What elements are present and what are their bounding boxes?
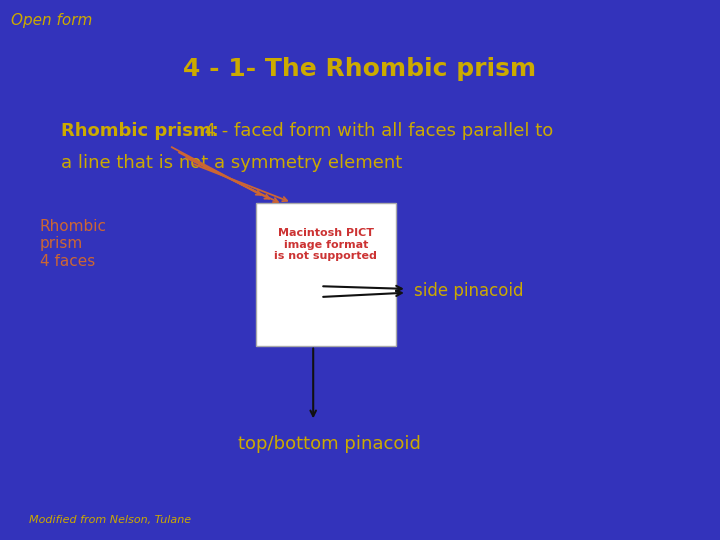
Text: Rhombic prism:: Rhombic prism: — [61, 122, 219, 139]
Bar — [256, 202, 396, 346]
Text: Macintosh PICT
image format
is not supported: Macintosh PICT image format is not suppo… — [274, 228, 377, 261]
Text: Modified from Nelson, Tulane: Modified from Nelson, Tulane — [29, 515, 191, 525]
Text: Rhombic
prism
4 faces: Rhombic prism 4 faces — [40, 219, 107, 268]
Text: side pinacoid: side pinacoid — [414, 281, 523, 300]
Text: top/bottom pinacoid: top/bottom pinacoid — [238, 435, 420, 453]
Text: 4 - 1- The Rhombic prism: 4 - 1- The Rhombic prism — [184, 57, 536, 80]
Text: a line that is not a symmetry element: a line that is not a symmetry element — [61, 154, 402, 172]
Text: Open form: Open form — [11, 14, 92, 29]
Text: 4 - faced form with all faces parallel to: 4 - faced form with all faces parallel t… — [193, 122, 553, 139]
